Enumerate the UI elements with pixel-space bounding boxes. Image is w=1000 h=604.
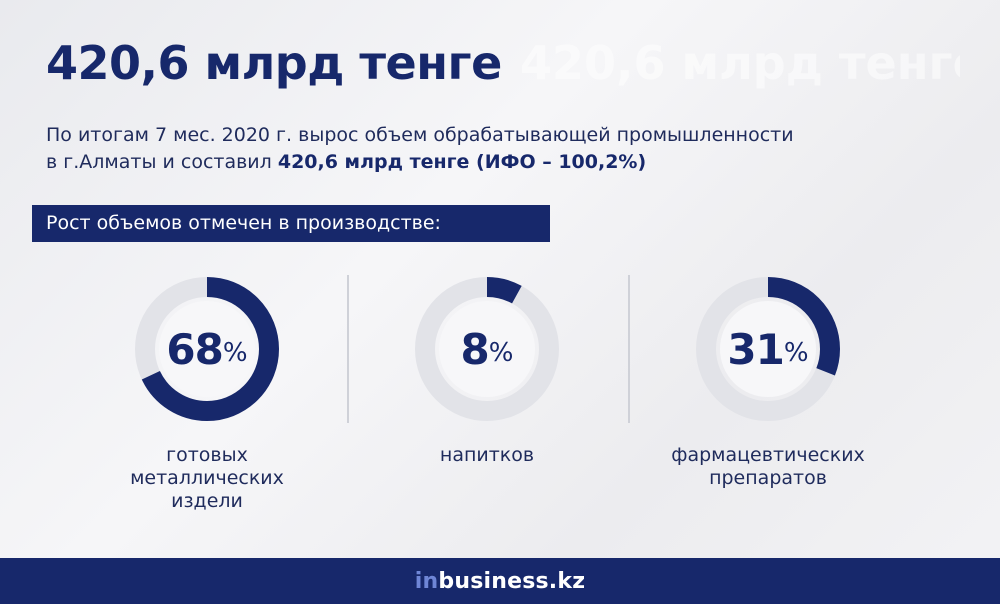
caption-line: издели	[171, 490, 243, 512]
description-highlight: 420,6 млрд тенге (ИФО – 100,2%)	[277, 151, 647, 173]
brand-logo[interactable]: inbusiness.kz	[415, 569, 585, 594]
footer-bar: inbusiness.kz	[0, 558, 1000, 604]
donut-inner	[439, 301, 535, 397]
stat-caption: готовых металлических издели	[67, 444, 347, 513]
divider-1	[347, 275, 349, 423]
donut-chart	[135, 277, 279, 421]
caption-line: металлических	[130, 467, 284, 489]
donut-arc	[415, 277, 559, 421]
description: По итогам 7 мес. 2020 г. вырос объем обр…	[46, 122, 966, 176]
donut-ring: 8%	[414, 276, 560, 422]
description-line1: По итогам 7 мес. 2020 г. вырос объем обр…	[46, 124, 794, 146]
donut-inner	[720, 301, 816, 397]
donut-arc	[135, 277, 279, 421]
description-line2-text: в г.Алматы и составил	[46, 151, 278, 173]
stat-value: 31	[727, 324, 784, 374]
donut-arc	[696, 277, 840, 421]
brand-logo-rest: business.kz	[438, 568, 586, 594]
ring-value: 68%	[134, 276, 280, 422]
headline: 420,6 млрд тенге	[46, 36, 502, 90]
donut-chart	[696, 277, 840, 421]
ring-value: 8%	[414, 276, 560, 422]
brand-logo-prefix: in	[414, 568, 439, 594]
stat-unit: %	[488, 338, 514, 368]
stat-value: 8	[460, 324, 490, 374]
stat-unit: %	[222, 338, 248, 368]
headline-watermark: 420,6 млрд тенге	[520, 36, 960, 90]
caption-line: готовых	[166, 444, 248, 466]
stat-caption: напитков	[347, 444, 627, 467]
donut-chart	[415, 277, 559, 421]
section-banner: Рост объемов отмечен в производстве:	[32, 205, 550, 242]
caption-line: препаратов	[709, 467, 827, 489]
donut-ring: 31%	[695, 276, 841, 422]
donut-inner	[159, 301, 255, 397]
caption-line: фармацевтических	[671, 444, 865, 466]
donut-ring: 68%	[134, 276, 280, 422]
stat-value: 68	[166, 324, 223, 374]
ring-value: 31%	[695, 276, 841, 422]
stat-caption: фармацевтических препаратов	[628, 444, 908, 490]
divider-2	[628, 275, 630, 423]
description-line2: в г.Алматы и составил 420,6 млрд тенге (…	[46, 149, 966, 176]
stat-unit: %	[783, 338, 809, 368]
caption-line: напитков	[439, 444, 535, 466]
